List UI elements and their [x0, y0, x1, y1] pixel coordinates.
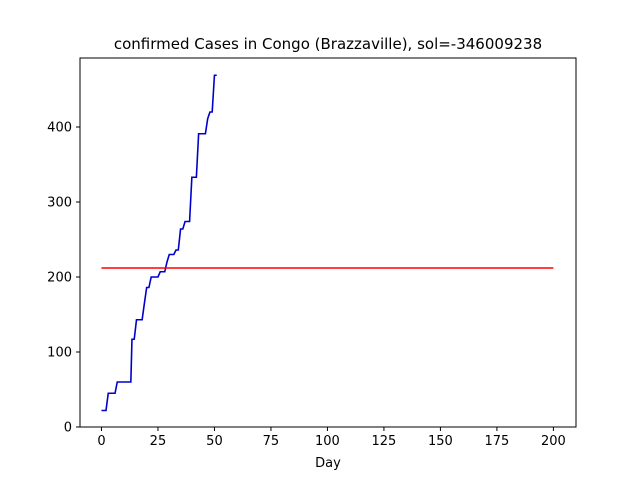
- x-tick-label: 50: [206, 434, 223, 449]
- chart-title: confirmed Cases in Congo (Brazzaville), …: [114, 35, 542, 53]
- plot-area: [101, 74, 554, 412]
- y-tick-label: 100: [47, 346, 72, 361]
- y-tick-label: 300: [47, 196, 72, 211]
- x-tick-label: 0: [97, 434, 105, 449]
- x-tick-label: 200: [541, 434, 566, 449]
- x-tick-label: 100: [315, 434, 340, 449]
- axes-frame: [79, 57, 577, 428]
- x-tick-label: 25: [150, 434, 167, 449]
- x-tick-label: 125: [372, 434, 397, 449]
- x-tick-label: 75: [263, 434, 280, 449]
- axes: 0 25 50 75 100 125 150 175 200 0 100 200 300 400: [47, 57, 577, 449]
- y-tick-label: 0: [64, 421, 72, 436]
- y-tick-label: 400: [47, 121, 72, 136]
- y-tick-label: 200: [47, 271, 72, 286]
- x-tick-label: 175: [484, 434, 509, 449]
- x-tick-label: 150: [428, 434, 453, 449]
- x-axis-label: Day: [315, 456, 341, 471]
- series-line-1: [101, 74, 217, 412]
